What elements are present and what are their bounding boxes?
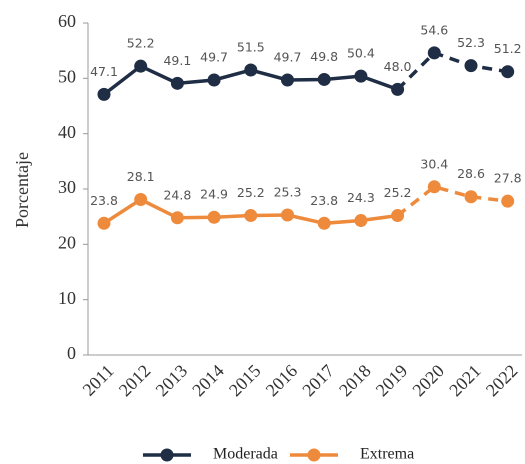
marker xyxy=(97,87,111,101)
data-label: 54.6 xyxy=(420,22,448,37)
y-tick-label: 60 xyxy=(58,11,76,31)
marker xyxy=(97,216,111,230)
data-label: 28.6 xyxy=(457,166,485,181)
data-label: 23.8 xyxy=(90,193,118,208)
marker xyxy=(354,214,368,228)
data-label: 51.5 xyxy=(237,40,265,55)
data-label: 51.2 xyxy=(494,41,522,56)
legend-marker xyxy=(307,448,321,462)
marker xyxy=(244,209,258,223)
marker xyxy=(281,208,294,222)
y-tick-label: 20 xyxy=(58,232,76,252)
marker xyxy=(464,190,478,204)
y-tick-label: 40 xyxy=(58,122,76,142)
x-tick-label: 2020 xyxy=(408,361,448,401)
x-tick-label: 2011 xyxy=(79,361,118,400)
marker xyxy=(170,211,184,225)
marker xyxy=(134,193,148,207)
y-tick-label: 50 xyxy=(58,66,76,86)
series-line-dashed xyxy=(396,184,508,217)
data-label: 28.1 xyxy=(127,169,155,184)
x-tick-label: 2016 xyxy=(262,361,302,401)
marker xyxy=(501,194,515,208)
data-label: 52.3 xyxy=(457,35,485,50)
marker xyxy=(134,59,148,73)
legend-label: Moderada xyxy=(213,446,278,463)
marker xyxy=(207,73,221,87)
marker xyxy=(391,82,405,96)
y-tick-label: 30 xyxy=(58,177,76,197)
x-tick-label: 2013 xyxy=(152,361,192,401)
marker xyxy=(317,216,331,230)
marker xyxy=(501,65,515,79)
data-label: 25.2 xyxy=(237,185,265,200)
y-tick-label: 0 xyxy=(67,343,76,363)
data-label: 23.8 xyxy=(310,193,338,208)
marker xyxy=(244,63,258,77)
data-label: 24.8 xyxy=(163,187,191,202)
data-label: 50.4 xyxy=(347,46,375,61)
x-tick-label: 2018 xyxy=(335,361,375,401)
y-axis-label: Porcentaje xyxy=(12,152,32,228)
data-label: 49.8 xyxy=(310,49,338,64)
marker xyxy=(464,59,478,73)
marker xyxy=(170,76,184,90)
legend-label: Extrema xyxy=(360,446,414,463)
x-tick-label: 2022 xyxy=(482,361,522,401)
data-label: 24.3 xyxy=(347,190,375,205)
marker xyxy=(427,180,441,194)
data-label: 25.2 xyxy=(384,185,412,200)
y-tick-label: 10 xyxy=(58,288,76,308)
x-tick-label: 2012 xyxy=(115,361,155,401)
legend-marker xyxy=(160,448,174,462)
data-label: 52.2 xyxy=(127,36,155,51)
data-label: 47.1 xyxy=(90,64,118,79)
marker xyxy=(281,73,294,87)
data-label: 49.1 xyxy=(163,53,191,68)
data-label: 24.9 xyxy=(200,187,228,202)
x-tick-label: 2014 xyxy=(188,361,228,401)
marker xyxy=(391,209,405,223)
marker xyxy=(207,210,221,224)
marker xyxy=(427,46,441,60)
data-label: 49.7 xyxy=(274,49,302,64)
data-label: 30.4 xyxy=(420,156,448,171)
series-line-dashed xyxy=(396,50,508,91)
data-label: 48.0 xyxy=(384,59,412,74)
data-label: 49.7 xyxy=(200,49,228,64)
x-tick-label: 2015 xyxy=(225,361,265,401)
x-tick-label: 2017 xyxy=(298,361,338,401)
marker xyxy=(354,69,368,83)
marker xyxy=(317,72,331,86)
data-label: 27.8 xyxy=(494,171,522,186)
x-tick-label: 2019 xyxy=(372,361,412,401)
data-label: 25.3 xyxy=(274,185,302,200)
x-tick-label: 2021 xyxy=(445,361,485,401)
